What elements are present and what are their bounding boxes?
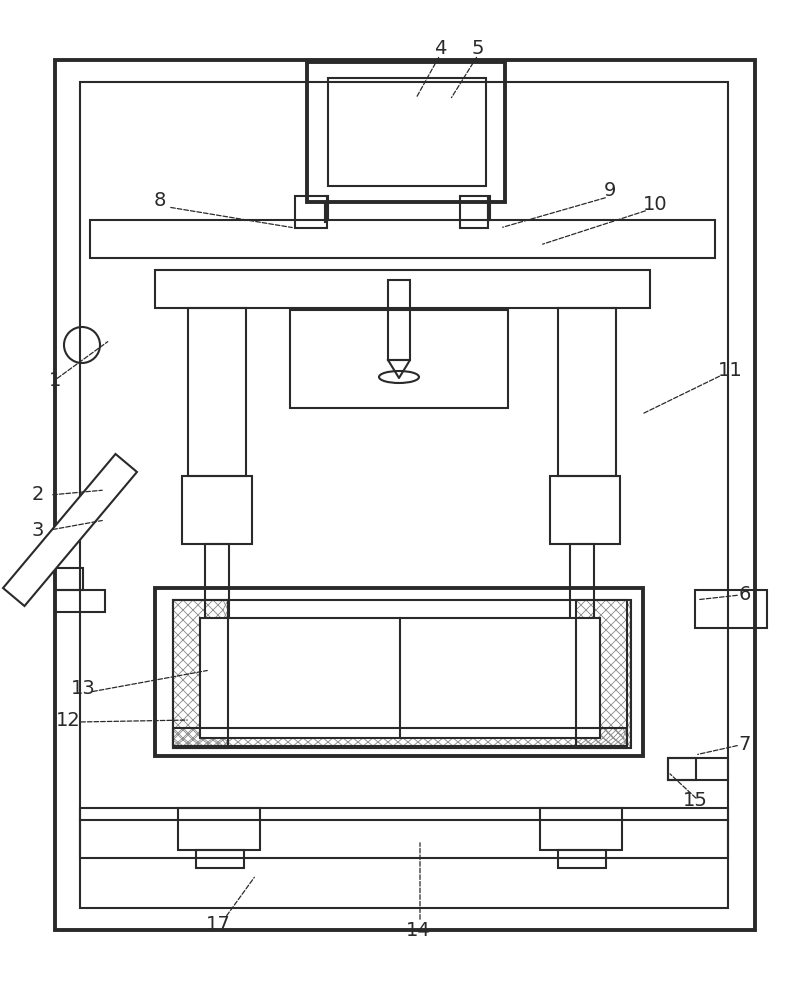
Bar [460,196,487,228]
Text: 13: 13 [71,678,95,698]
Text: 11: 11 [717,360,741,379]
Text: 4: 4 [433,38,445,57]
Text: 17: 17 [205,916,230,934]
Bar [55,568,83,590]
Bar [80,82,727,908]
Bar [539,808,621,850]
Bar [290,310,508,408]
Bar [200,618,599,738]
Bar [388,280,410,360]
Bar [90,220,714,258]
Bar [155,270,649,308]
Bar [549,476,620,544]
Bar [3,454,137,606]
Bar [328,78,486,186]
Text: 2: 2 [32,486,44,504]
Bar [173,600,228,748]
Bar [307,62,504,202]
Bar [173,728,626,746]
Text: 7: 7 [738,736,750,754]
Bar [667,758,695,780]
Bar [195,850,243,868]
Text: 1: 1 [49,370,61,389]
Bar [294,196,327,228]
Text: 8: 8 [153,190,166,210]
Text: 14: 14 [406,920,430,940]
Bar [182,476,251,544]
Bar [188,308,246,476]
Text: 9: 9 [603,180,616,200]
Bar [178,808,260,850]
Bar [557,850,605,868]
Bar [569,544,594,654]
Text: 10: 10 [642,196,667,215]
Text: 3: 3 [32,520,44,540]
Text: 12: 12 [56,710,80,730]
Text: 15: 15 [682,790,706,810]
Bar [694,590,766,628]
Bar [575,600,630,748]
Text: 5: 5 [471,38,483,57]
Bar [55,590,105,612]
Bar [80,808,727,858]
Bar [667,758,727,780]
Bar [173,600,626,748]
Bar [155,588,642,756]
Bar [204,544,229,654]
Bar [557,308,616,476]
Text: 6: 6 [738,585,750,604]
Bar [55,60,754,930]
